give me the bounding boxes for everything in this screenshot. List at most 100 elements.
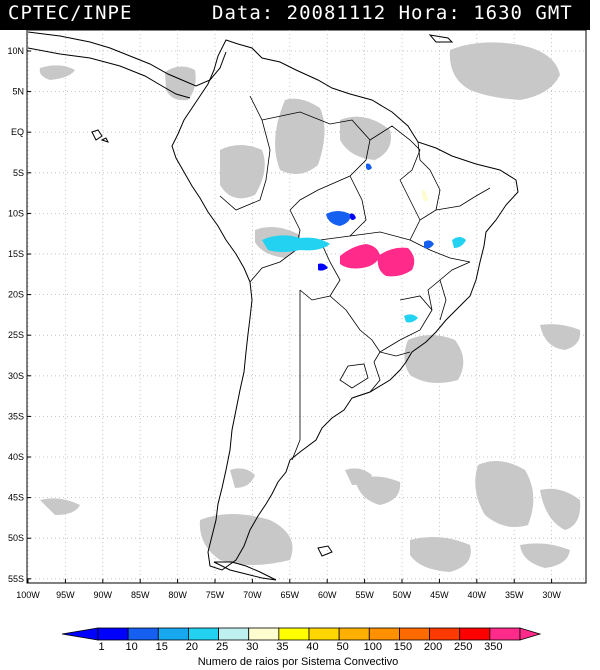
border-brazil-states bbox=[379, 261, 471, 353]
legend-value: 250 bbox=[454, 641, 472, 653]
convective-system-1 bbox=[350, 213, 356, 220]
legend-value: 20 bbox=[186, 641, 198, 653]
lon-label: 65W bbox=[281, 590, 300, 600]
lat-label: 10S bbox=[8, 208, 24, 218]
lat-label: 50S bbox=[8, 533, 24, 543]
cloud-patch bbox=[40, 498, 80, 515]
lat-label: 25S bbox=[8, 330, 24, 340]
header-datetime: Data: 20081112 Hora: 1630 GMT bbox=[212, 2, 573, 24]
lon-label: 80W bbox=[168, 590, 187, 600]
convective-system-30 bbox=[422, 189, 428, 202]
legend-swatch bbox=[338, 627, 370, 641]
convective-system-350 bbox=[340, 244, 380, 269]
lon-label: 35W bbox=[505, 590, 524, 600]
legend-value: 40 bbox=[306, 641, 318, 653]
legend-arrow-left-icon bbox=[61, 627, 99, 641]
legend-swatch bbox=[248, 627, 280, 641]
border-brazil-center bbox=[409, 239, 471, 263]
legend-value: 15 bbox=[156, 641, 168, 653]
legend-value: 100 bbox=[364, 641, 382, 653]
lon-label: 75W bbox=[206, 590, 225, 600]
legend-swatch bbox=[489, 627, 521, 641]
tierra-del-fuego bbox=[213, 561, 277, 581]
convective-systems bbox=[262, 163, 466, 323]
cloud-patch bbox=[230, 468, 255, 488]
legend-swatch bbox=[127, 627, 159, 641]
convective-system-350 bbox=[377, 247, 415, 277]
convective-system-20 bbox=[452, 237, 466, 248]
legend-arrow-right-icon bbox=[519, 627, 542, 641]
cloud-patch bbox=[520, 543, 570, 568]
legend-swatch bbox=[278, 627, 310, 641]
legend-value: 350 bbox=[484, 641, 502, 653]
lon-label: 90W bbox=[94, 590, 113, 600]
lon-label: 30W bbox=[542, 590, 561, 600]
south-america-coastline bbox=[171, 39, 519, 571]
border-minas bbox=[439, 279, 447, 321]
legend-swatch bbox=[308, 627, 340, 641]
legend: 1 10 15 20 25 30 35 40 50 100 150 200 250 350 bbox=[61, 627, 542, 653]
cloud-patch bbox=[39, 65, 75, 80]
lat-label: 5S bbox=[13, 168, 24, 178]
convective-system-10 bbox=[424, 240, 434, 249]
border-guianas bbox=[369, 125, 421, 181]
legend-swatch bbox=[399, 627, 430, 641]
cloud-patch bbox=[355, 476, 401, 505]
border-santa-catarina bbox=[379, 351, 411, 357]
lon-label: 85W bbox=[131, 590, 150, 600]
cloud-patch bbox=[340, 116, 391, 160]
legend-value: 35 bbox=[276, 641, 288, 653]
border-uruguay-shape bbox=[339, 363, 369, 389]
cloud-cover bbox=[39, 42, 581, 572]
border-mato-grosso bbox=[319, 231, 411, 241]
legend-caption: Numero de raios por Sistema Convectivo bbox=[198, 656, 399, 668]
border-brazil-ne bbox=[435, 187, 491, 211]
convective-system-10 bbox=[326, 211, 351, 226]
cloud-patch bbox=[275, 98, 325, 174]
cloud-patch bbox=[345, 468, 372, 485]
lat-label: 5N bbox=[12, 87, 24, 97]
legend-swatch bbox=[368, 627, 400, 641]
lat-label: 20S bbox=[8, 290, 24, 300]
convective-system-1 bbox=[318, 263, 328, 271]
convective-system-20 bbox=[404, 314, 418, 323]
lon-label: 50W bbox=[393, 590, 412, 600]
legend-swatch bbox=[429, 627, 461, 641]
falkland-islands bbox=[317, 545, 333, 557]
legend-swatch bbox=[459, 627, 491, 641]
lat-label: 45S bbox=[8, 493, 24, 503]
border-uruguay bbox=[351, 361, 381, 399]
cloud-patch bbox=[449, 42, 560, 100]
convective-system-10 bbox=[366, 163, 372, 170]
caribbean-island bbox=[428, 34, 454, 43]
border-paraguay bbox=[329, 295, 381, 363]
lon-label: 60W bbox=[318, 590, 337, 600]
central-america-coastline bbox=[27, 31, 227, 87]
legend-swatch bbox=[188, 627, 219, 641]
coastlines bbox=[27, 31, 519, 581]
cloud-patch bbox=[220, 145, 265, 199]
cloud-patch bbox=[540, 488, 581, 530]
header-source: CPTEC/INPE bbox=[8, 2, 133, 24]
legend-value: 50 bbox=[337, 641, 349, 653]
lon-label: 55W bbox=[355, 590, 374, 600]
lat-label: 55S bbox=[8, 574, 24, 584]
header-bar: CPTEC/INPE Data: 20081112 Hora: 1630 GMT bbox=[0, 0, 590, 30]
legend-value: 150 bbox=[394, 641, 412, 653]
lon-label: 100W bbox=[16, 590, 40, 600]
border-chile-argentina bbox=[291, 290, 301, 461]
border-sao-paulo bbox=[399, 295, 433, 311]
legend-swatch bbox=[157, 627, 189, 641]
legend-value: 10 bbox=[126, 641, 138, 653]
galapagos-islands bbox=[91, 129, 109, 143]
border-venezuela-brazil bbox=[261, 111, 371, 211]
central-america-south-coast bbox=[27, 47, 191, 99]
lat-label: 35S bbox=[8, 411, 24, 421]
legend-value: 1 bbox=[98, 641, 104, 653]
lat-label: EQ bbox=[11, 127, 24, 137]
lat-label: 15S bbox=[8, 249, 24, 259]
border-para bbox=[349, 175, 367, 237]
lat-label: 40S bbox=[8, 452, 24, 462]
cloud-patch bbox=[475, 461, 534, 528]
